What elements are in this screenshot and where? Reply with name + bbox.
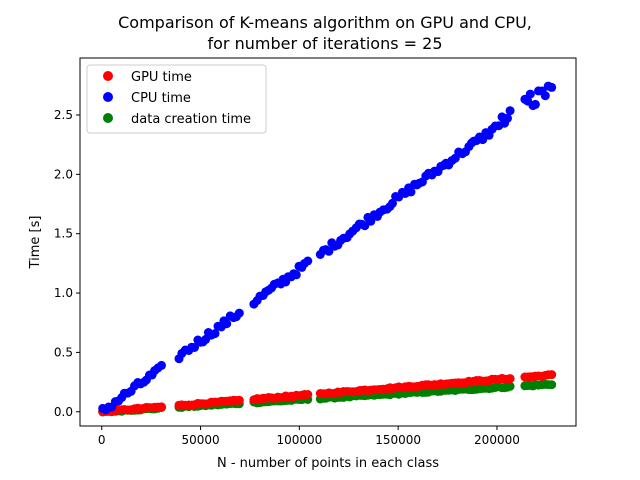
legend-box (86, 64, 267, 134)
y-tick-label: 0.0 (54, 405, 73, 419)
data-point-cpu (157, 360, 166, 370)
data-point-cpu (234, 308, 244, 318)
plot-frame (79, 57, 577, 427)
data-point-cpu (478, 135, 488, 145)
data-point-data-creation (547, 380, 557, 390)
data-point-cpu (503, 113, 512, 123)
x-tick-label: 100000 (276, 433, 322, 447)
y-tick-label: 2.0 (54, 167, 73, 181)
legend-label-data-creation: data creation time (131, 112, 251, 127)
data-point-gpu (157, 402, 166, 412)
y-tick-label: 0.5 (54, 345, 73, 359)
x-tick-label: 0 (98, 433, 106, 447)
chart-title-line2: for number of iterations = 25 (208, 34, 443, 53)
x-tick-label: 150000 (375, 433, 421, 447)
x-tick-label: 50000 (181, 433, 219, 447)
y-tick-label: 1.5 (54, 227, 73, 241)
x-axis-label: N - number of points in each class (217, 456, 439, 471)
data-point-cpu (303, 256, 313, 266)
x-tick-label: 200000 (474, 433, 520, 447)
data-point-cpu (525, 89, 535, 99)
legend-marker-cpu (103, 92, 113, 102)
legend-label-gpu: GPU time (131, 70, 192, 85)
data-point-cpu (222, 319, 232, 329)
data-point-cpu (324, 246, 334, 256)
data-point-data-creation (505, 381, 515, 391)
data-point-cpu (291, 270, 301, 280)
legend-marker-data-creation (103, 113, 113, 123)
x-axis-ticks: 0 50000 100000 150000 200000 (98, 426, 520, 447)
data-point-gpu (547, 370, 557, 380)
data-point-cpu (406, 187, 416, 197)
chart-title-line1: Comparison of K-means algorithm on GPU a… (118, 13, 532, 32)
legend-marker-gpu (103, 71, 113, 81)
data-point-cpu (190, 343, 199, 352)
data-point-cpu (210, 329, 220, 339)
legend: GPU time CPU time data creation time (86, 64, 267, 134)
data-point-cpu (547, 82, 557, 92)
y-tick-label: 1.0 (54, 286, 73, 300)
y-axis-ticks: 0.0 0.5 1.0 1.5 2.0 2.5 (54, 108, 80, 419)
data-point-gpu (303, 390, 313, 399)
data-point-gpu (234, 395, 244, 405)
data-point-cpu (530, 99, 540, 109)
y-axis-label: Time [s] (28, 216, 43, 270)
data-point-cpu (540, 91, 550, 101)
data-points-layer (98, 81, 557, 417)
y-tick-label: 2.5 (54, 108, 73, 122)
legend-label-cpu: CPU time (131, 91, 191, 106)
data-point-gpu (505, 374, 515, 384)
data-point-cpu (505, 106, 515, 116)
data-point-cpu (388, 198, 397, 208)
